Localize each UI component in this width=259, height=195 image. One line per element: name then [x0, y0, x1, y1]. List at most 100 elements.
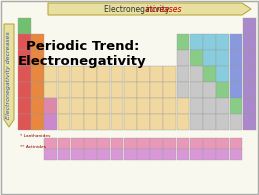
Bar — [31, 66, 44, 82]
Bar — [45, 66, 57, 82]
Bar — [190, 34, 203, 50]
Bar — [190, 50, 203, 66]
Bar — [111, 149, 123, 160]
Bar — [84, 66, 97, 82]
Bar — [31, 34, 44, 50]
Bar — [229, 138, 242, 149]
Bar — [18, 66, 31, 82]
Bar — [58, 149, 70, 160]
Bar — [229, 114, 242, 130]
Bar — [163, 66, 176, 82]
Bar — [177, 50, 190, 66]
Bar — [163, 138, 176, 149]
Bar — [84, 98, 97, 114]
Bar — [18, 82, 31, 98]
Bar — [84, 82, 97, 98]
Bar — [243, 66, 256, 82]
Bar — [111, 98, 123, 114]
Bar — [243, 82, 256, 98]
Bar — [97, 82, 110, 98]
Bar — [111, 82, 123, 98]
Bar — [216, 50, 229, 66]
Bar — [163, 98, 176, 114]
Bar — [203, 98, 216, 114]
Bar — [31, 114, 44, 130]
Bar — [203, 138, 216, 149]
Bar — [71, 82, 84, 98]
Bar — [177, 98, 190, 114]
Bar — [97, 138, 110, 149]
Bar — [137, 66, 150, 82]
Bar — [31, 98, 44, 114]
Bar — [124, 149, 136, 160]
Bar — [71, 98, 84, 114]
Bar — [18, 98, 31, 114]
Bar — [58, 66, 70, 82]
Bar — [71, 66, 84, 82]
Bar — [243, 50, 256, 66]
Bar — [71, 138, 84, 149]
Bar — [163, 149, 176, 160]
Bar — [18, 114, 31, 130]
Bar — [203, 149, 216, 160]
Bar — [150, 138, 163, 149]
Text: ** Actinides: ** Actinides — [20, 145, 46, 149]
Bar — [229, 98, 242, 114]
Bar — [163, 114, 176, 130]
Bar — [150, 82, 163, 98]
Bar — [216, 114, 229, 130]
Bar — [124, 98, 136, 114]
Text: Electronegativity decreases: Electronegativity decreases — [6, 32, 11, 119]
Bar — [243, 34, 256, 50]
Bar — [150, 66, 163, 82]
Bar — [203, 82, 216, 98]
Bar — [124, 66, 136, 82]
Polygon shape — [48, 3, 251, 15]
Bar — [203, 34, 216, 50]
Bar — [124, 138, 136, 149]
Bar — [18, 50, 31, 66]
Bar — [203, 50, 216, 66]
Text: * Lanthanides: * Lanthanides — [20, 134, 50, 138]
Bar — [31, 82, 44, 98]
Bar — [58, 82, 70, 98]
Bar — [243, 98, 256, 114]
Bar — [45, 114, 57, 130]
Bar — [137, 149, 150, 160]
Bar — [18, 34, 31, 50]
Bar — [177, 138, 190, 149]
Bar — [58, 114, 70, 130]
Bar — [97, 66, 110, 82]
Bar — [190, 82, 203, 98]
Bar — [177, 114, 190, 130]
Bar — [177, 34, 190, 50]
Bar — [190, 149, 203, 160]
Text: increases: increases — [145, 5, 182, 14]
Bar — [203, 66, 216, 82]
Bar — [97, 98, 110, 114]
Bar — [45, 149, 57, 160]
Bar — [177, 149, 190, 160]
Bar — [45, 138, 57, 149]
Bar — [84, 114, 97, 130]
Text: Electronegativity: Electronegativity — [104, 5, 171, 14]
Polygon shape — [4, 24, 14, 127]
Bar — [111, 138, 123, 149]
Bar — [45, 82, 57, 98]
Bar — [45, 98, 57, 114]
Bar — [111, 66, 123, 82]
Bar — [190, 114, 203, 130]
Bar — [190, 98, 203, 114]
Bar — [190, 66, 203, 82]
Bar — [229, 66, 242, 82]
Bar — [150, 114, 163, 130]
Bar — [137, 138, 150, 149]
Bar — [84, 149, 97, 160]
Bar — [137, 114, 150, 130]
Bar — [229, 50, 242, 66]
Bar — [137, 82, 150, 98]
Bar — [18, 18, 31, 34]
Bar — [124, 82, 136, 98]
Bar — [124, 114, 136, 130]
Bar — [190, 138, 203, 149]
